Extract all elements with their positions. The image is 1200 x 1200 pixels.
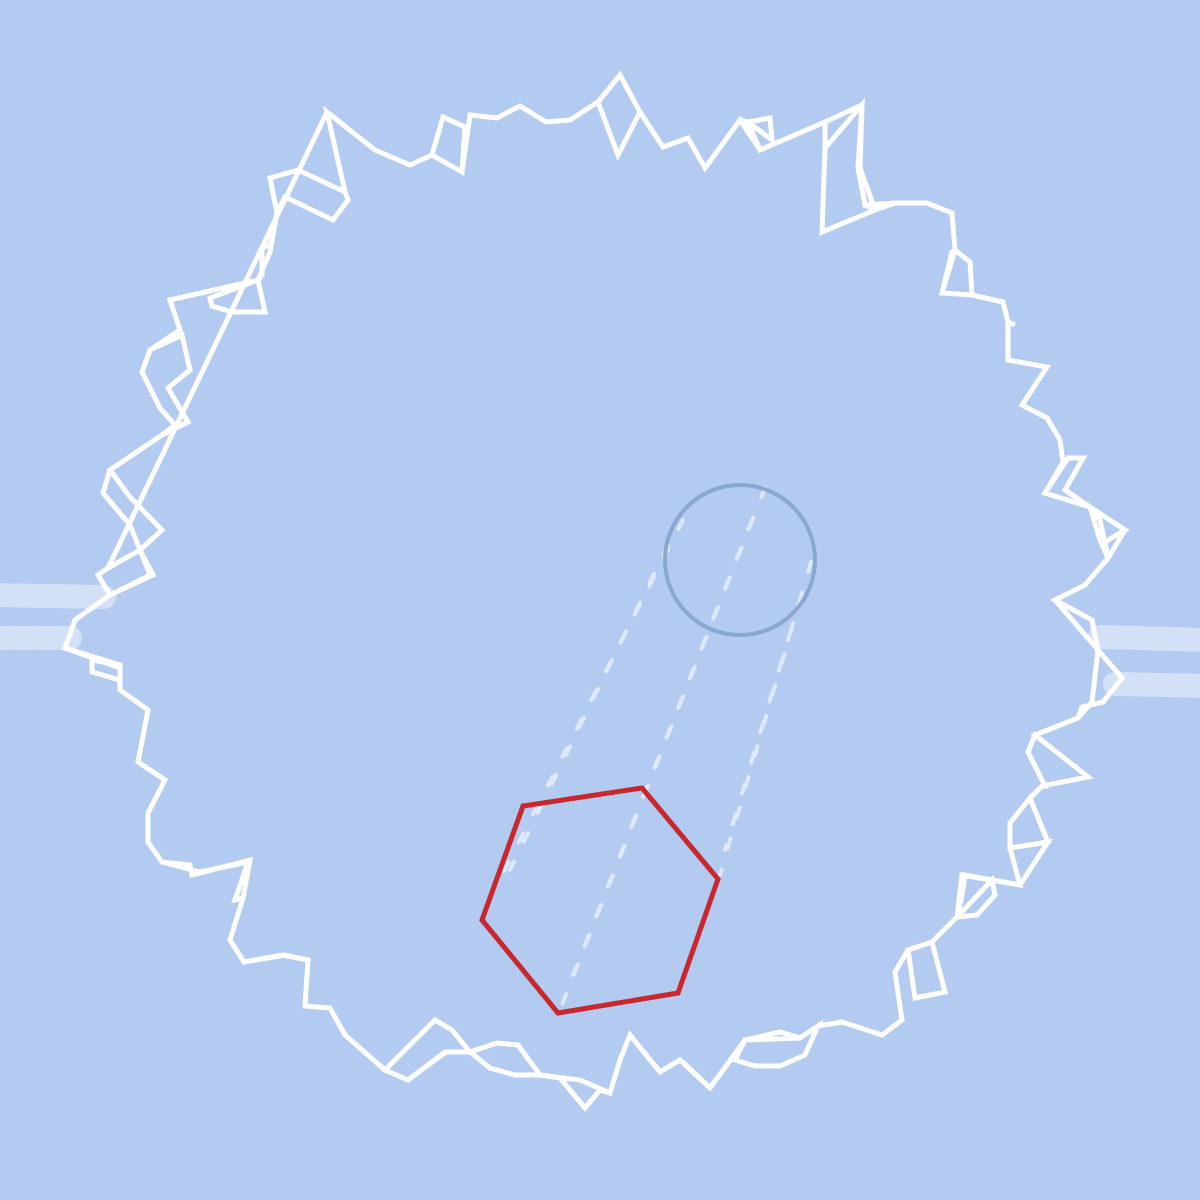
target-ring[interactable] xyxy=(663,483,817,637)
trajectory-line xyxy=(718,560,813,877)
arena-boundary xyxy=(61,70,1130,1112)
side-track-left xyxy=(0,583,117,650)
player-hexagon[interactable] xyxy=(479,785,721,1016)
trajectory-line xyxy=(723,598,802,852)
side-track-right xyxy=(1088,625,1200,698)
trajectory-guides xyxy=(495,486,813,1012)
